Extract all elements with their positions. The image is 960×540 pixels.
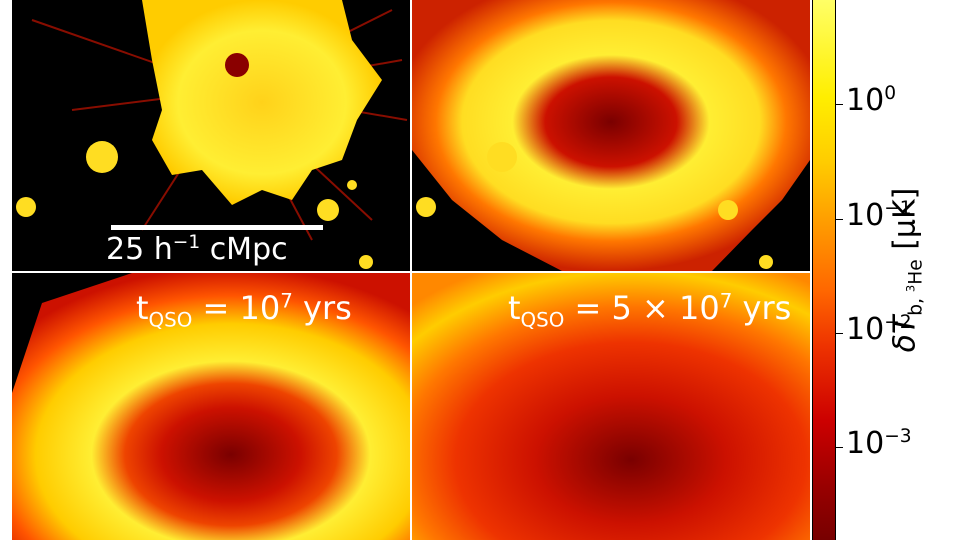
panel-top-left: 25 h−1 cMpc bbox=[12, 0, 410, 271]
colorbar bbox=[812, 0, 836, 540]
ionization-map-bottom-left bbox=[12, 273, 410, 540]
ionization-map-bottom-right bbox=[412, 273, 810, 540]
colorbar-tick bbox=[836, 104, 843, 105]
scale-bar bbox=[111, 225, 323, 230]
time-label-5e7: tQSO = 5 × 107 yrs bbox=[508, 289, 792, 332]
scale-bar-label: 25 h−1 cMpc bbox=[106, 232, 288, 267]
panel-bottom-left: tQSO = 107 yrs bbox=[12, 273, 410, 540]
colorbar-tick bbox=[836, 333, 843, 334]
colorbar-tick bbox=[836, 219, 843, 220]
colorbar-title: δTb, 3He [μK] bbox=[887, 187, 927, 353]
colorbar-tick-label: 10−2 bbox=[846, 312, 912, 347]
colorbar-tick-label: 10−3 bbox=[846, 426, 912, 461]
time-label-1e7: tQSO = 107 yrs bbox=[136, 289, 352, 332]
panel-bottom-right: tQSO = 5 × 107 yrs bbox=[412, 273, 810, 540]
colorbar-tick bbox=[836, 447, 843, 448]
colorbar-tick-label: 100 bbox=[846, 83, 897, 118]
ionization-map-top-left bbox=[12, 0, 410, 271]
panel-top-right bbox=[412, 0, 810, 271]
ionization-map-top-right bbox=[412, 0, 810, 271]
colorbar-tick-label: 10−1 bbox=[846, 198, 912, 233]
